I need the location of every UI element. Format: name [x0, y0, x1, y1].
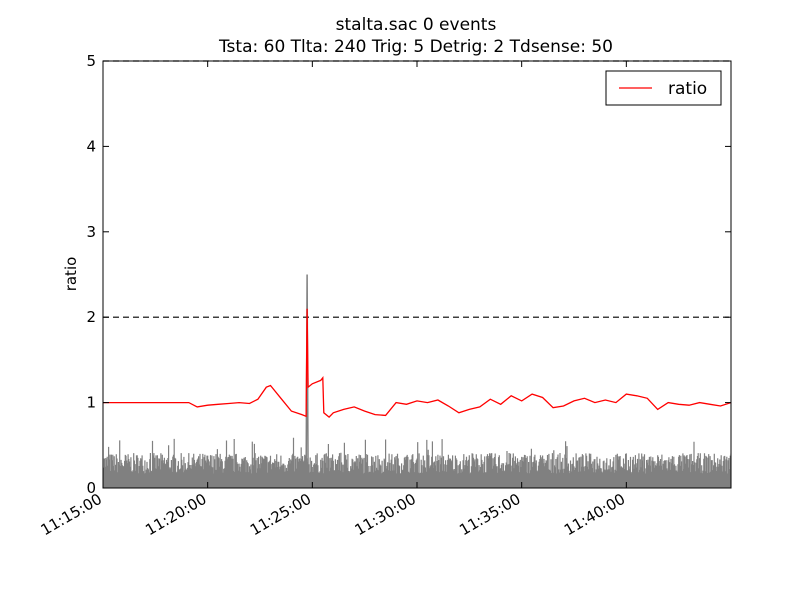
legend-label-ratio: ratio — [668, 79, 707, 99]
waveform-trace — [103, 437, 731, 488]
x-tick-label: 11:15:00 — [38, 490, 105, 539]
ratio-series-line — [103, 308, 731, 418]
x-tick-label: 11:25:00 — [247, 490, 314, 539]
plot-frame — [102, 60, 732, 489]
y-tick-label: 4 — [86, 137, 96, 155]
y-axis-label: ratio — [62, 257, 80, 292]
chart-subtitle: Tsta: 60 Tlta: 240 Trig: 5 Detrig: 2 Tds… — [218, 37, 613, 57]
ratio-series-group — [103, 308, 731, 418]
y-tick-label: 2 — [86, 308, 96, 326]
legend: ratio — [605, 70, 722, 106]
x-tick-label: 11:40:00 — [561, 490, 628, 539]
y-tick-label: 5 — [86, 52, 96, 70]
x-tick-label: 11:35:00 — [456, 490, 523, 539]
y-axis: 0 1 2 3 4 5 — [86, 52, 731, 497]
y-tick-label: 3 — [86, 223, 96, 241]
y-tick-label: 0 — [86, 479, 96, 497]
x-tick-label: 11:30:00 — [352, 490, 419, 539]
x-tick-label: 11:20:00 — [142, 490, 209, 539]
chart-title: stalta.sac 0 events — [336, 15, 497, 35]
y-tick-label: 1 — [86, 394, 96, 412]
waveform-series — [103, 274, 731, 488]
